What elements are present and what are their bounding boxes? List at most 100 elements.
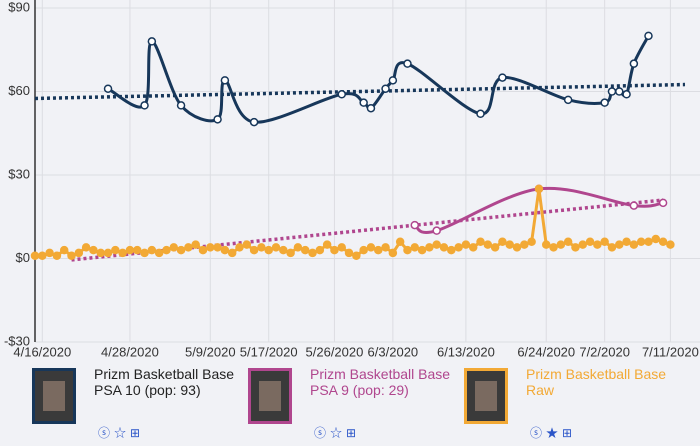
- point: [498, 237, 507, 247]
- point: [264, 245, 273, 255]
- point: [352, 251, 361, 260]
- point: [176, 101, 186, 110]
- point: [381, 243, 390, 252]
- point: [45, 248, 54, 258]
- point: [556, 240, 566, 249]
- point: [454, 243, 463, 252]
- point: [176, 245, 186, 255]
- point: [322, 240, 332, 249]
- point: [666, 240, 675, 249]
- point: [644, 31, 653, 41]
- point: [600, 98, 609, 107]
- card-thumbnail: [248, 368, 292, 424]
- point: [432, 240, 441, 249]
- point: [30, 251, 40, 260]
- x-tick-label: 4/28/2020: [101, 344, 159, 359]
- point: [220, 245, 230, 255]
- legend-label: Prizm Basketball Base Raw: [526, 366, 667, 398]
- point: [300, 245, 310, 255]
- point: [388, 248, 398, 258]
- icons[interactable]: ⓢ☆⊞: [314, 426, 361, 440]
- point: [636, 237, 646, 247]
- point: [125, 245, 135, 255]
- point: [490, 243, 500, 252]
- point: [498, 73, 507, 82]
- point: [549, 243, 558, 252]
- point: [534, 184, 544, 194]
- point: [103, 84, 113, 93]
- point: [461, 240, 471, 249]
- point: [571, 243, 580, 252]
- point: [593, 240, 602, 249]
- point: [527, 237, 536, 247]
- point: [249, 245, 259, 255]
- point: [505, 240, 514, 249]
- point: [600, 237, 609, 247]
- point: [89, 245, 98, 255]
- point: [651, 234, 661, 244]
- icons[interactable]: ⓢ☆⊞: [98, 426, 145, 440]
- point: [220, 76, 230, 85]
- point: [403, 59, 412, 68]
- x-tick-label: 6/3/2020: [368, 344, 419, 359]
- point: [140, 101, 149, 110]
- point: [279, 245, 288, 255]
- point: [615, 240, 624, 249]
- y-tick-label: -$30: [4, 333, 30, 348]
- legend: Prizm Basketball Base PSA 10 (pop: 93) ⓢ…: [0, 362, 700, 446]
- point: [344, 248, 354, 258]
- point: [432, 226, 441, 235]
- point: [439, 243, 449, 252]
- point: [447, 245, 456, 255]
- card-thumbnail: [464, 368, 508, 424]
- chart: 4/16/2020 4/28/2020 5/9/2020 5/17/2020 5/26/…: [4, 0, 700, 359]
- point: [59, 245, 69, 255]
- point: [417, 245, 427, 255]
- point: [425, 243, 434, 252]
- point: [198, 245, 208, 255]
- point: [622, 237, 631, 247]
- point: [337, 90, 346, 99]
- point: [520, 240, 529, 249]
- point: [103, 248, 113, 258]
- point: [52, 251, 62, 260]
- point: [206, 243, 215, 252]
- point: [476, 109, 485, 119]
- point: [249, 117, 259, 127]
- card-thumbnail: [32, 368, 76, 424]
- point: [512, 243, 522, 252]
- point: [607, 243, 617, 252]
- point: [403, 245, 412, 255]
- point: [118, 248, 127, 258]
- y-tick-label: $0: [16, 250, 30, 265]
- legend-label: Prizm Basketball Base PSA 10 (pop: 93): [94, 366, 235, 398]
- point: [359, 245, 368, 255]
- point: [658, 237, 668, 247]
- point: [81, 243, 91, 252]
- icons[interactable]: ⓢ★⊞: [530, 426, 577, 440]
- point: [147, 245, 157, 255]
- point: [330, 245, 339, 255]
- point: [184, 243, 193, 252]
- point: [38, 251, 47, 260]
- point: [410, 243, 420, 252]
- series-line: [107, 35, 650, 124]
- x-tick-label: 5/26/2020: [306, 344, 364, 359]
- x-tick-label: 7/2/2020: [579, 344, 630, 359]
- point: [132, 245, 142, 255]
- point: [629, 240, 639, 249]
- point: [585, 237, 595, 247]
- y-tick-label: $30: [8, 166, 30, 181]
- point: [381, 84, 390, 93]
- point: [74, 248, 84, 258]
- point: [483, 240, 493, 249]
- point: [541, 240, 551, 249]
- x-tick-label: 5/17/2020: [240, 344, 298, 359]
- point: [622, 90, 631, 99]
- point: [410, 220, 420, 230]
- legend-label: Prizm Basketball Base PSA 9 (pop: 29): [310, 366, 451, 398]
- point: [629, 201, 639, 210]
- point: [257, 243, 266, 252]
- point: [644, 237, 653, 247]
